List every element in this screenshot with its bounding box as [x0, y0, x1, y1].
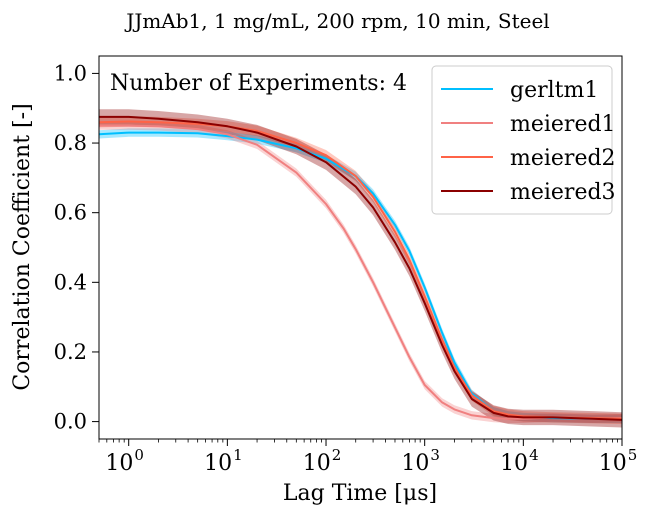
y-tick-label: 0.0 [54, 410, 87, 434]
series-band-meiered2 [99, 116, 622, 424]
legend: gerltm1 meiered1 meiered2 meiered3 [431, 65, 616, 215]
series-line-meiered3 [99, 115, 622, 421]
y-tick-label: 0.4 [54, 270, 87, 294]
series-lines [99, 115, 622, 421]
y-tick-label: 0.6 [54, 201, 87, 225]
experiments-annotation: Number of Experiments: 4 [110, 71, 407, 96]
series-line-meiered1 [99, 124, 622, 420]
y-axis-label: Correlation Coefficient [-] [10, 103, 35, 390]
x-axis-label: Lag Time [μs] [283, 481, 437, 506]
plot-frame [98, 55, 623, 440]
confidence-bands [99, 109, 622, 428]
x-tick-label: 102 [303, 446, 342, 476]
legend-label-meiered3: meiered3 [510, 180, 616, 205]
x-tick-label: 104 [500, 446, 539, 476]
x-tick-label: 100 [105, 446, 144, 476]
legend-label-gerltm1: gerltm1 [510, 78, 598, 103]
legend-label-meiered2: meiered2 [510, 146, 616, 171]
x-tick-label: 103 [401, 446, 440, 476]
legend-box [431, 65, 613, 215]
x-tick-label: 105 [599, 446, 638, 476]
y-tick-label: 0.2 [54, 340, 87, 364]
legend-label-meiered1: meiered1 [510, 112, 616, 137]
x-axis-ticks: 100 101 102 103 104 105 [98, 439, 638, 476]
y-tick-label: 0.8 [54, 131, 87, 155]
x-tick-label: 101 [204, 446, 243, 476]
y-axis-ticks: 0.0 0.2 0.4 0.6 0.8 1.0 [54, 61, 99, 434]
chart-title: JJmAb1, 1 mg/mL, 200 rpm, 10 min, Steel [124, 9, 549, 33]
y-tick-label: 1.0 [54, 61, 87, 85]
